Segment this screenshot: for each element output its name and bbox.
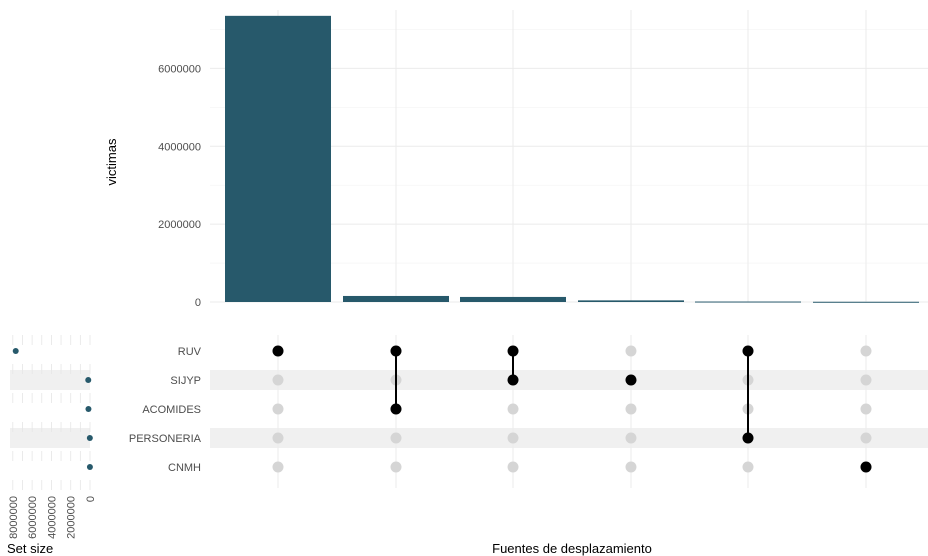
set-size-gridlines — [12, 335, 91, 490]
matrix-dot-inactive — [625, 461, 637, 473]
set-size-tick-labels: 8000000 6000000 4000000 2000000 0 — [8, 496, 97, 539]
set-size-point — [86, 464, 93, 470]
intersection-bars — [225, 15, 919, 303]
set-size-tick-label: 0 — [85, 496, 97, 502]
matrix-dot-active — [507, 345, 519, 357]
matrix-dot-inactive — [272, 403, 284, 415]
set-size-point — [86, 435, 93, 441]
set-label: ACOMIDES — [142, 404, 201, 416]
matrix-dot-inactive — [507, 403, 519, 415]
set-size-stripe — [10, 370, 90, 390]
set-size-point — [85, 406, 92, 412]
matrix-dot-active — [272, 345, 284, 357]
matrix-dot-inactive — [860, 403, 872, 415]
y-axis-title: victimas — [104, 138, 119, 185]
bar — [225, 15, 331, 303]
matrix-dot-inactive — [625, 432, 637, 444]
set-label: CNMH — [168, 462, 201, 474]
y-tick-labels: 0 2000000 4000000 6000000 — [158, 63, 201, 309]
matrix-dot-inactive — [860, 374, 872, 386]
matrix-dot-active — [390, 403, 402, 415]
matrix-dot-inactive — [860, 432, 872, 444]
matrix-dot-inactive — [272, 432, 284, 444]
y-tick-label: 6000000 — [158, 63, 201, 75]
bar — [813, 301, 919, 303]
matrix-dot-inactive — [860, 345, 872, 357]
matrix-dot-active — [742, 432, 754, 444]
bar — [343, 295, 449, 302]
set-label: PERSONERIA — [129, 433, 202, 445]
y-tick-label: 2000000 — [158, 219, 201, 231]
matrix-dot-active — [860, 461, 872, 473]
matrix-dot-inactive — [742, 461, 754, 473]
matrix-dot-inactive — [272, 374, 284, 386]
x-axis-title: Fuentes de desplazamiento — [492, 541, 652, 556]
matrix-dot-inactive — [390, 461, 402, 473]
matrix-stripe — [210, 370, 928, 390]
matrix-dot-active — [507, 374, 519, 386]
matrix-dot-inactive — [507, 461, 519, 473]
matrix-dots — [272, 345, 872, 473]
set-size-tick-label: 6000000 — [27, 496, 39, 539]
matrix-dot-active — [625, 374, 637, 386]
matrix-dot-inactive — [390, 432, 402, 444]
matrix-dot-inactive — [625, 345, 637, 357]
matrix-dot-inactive — [272, 461, 284, 473]
matrix-gridlines — [277, 335, 867, 488]
y-tick-label: 0 — [195, 297, 201, 309]
set-size-point — [12, 348, 19, 354]
matrix-stripe — [210, 428, 928, 448]
set-size-tick-label: 4000000 — [46, 496, 58, 539]
set-size-points — [12, 348, 93, 470]
set-label: RUV — [178, 346, 202, 358]
matrix-dot-active — [742, 345, 754, 357]
set-size-tick-label: 2000000 — [66, 496, 78, 539]
set-size-tick-label: 8000000 — [8, 496, 20, 539]
matrix-dot-inactive — [507, 432, 519, 444]
set-labels: RUV SIJYP ACOMIDES PERSONERIA CNMH — [129, 346, 202, 474]
bar — [578, 300, 684, 302]
y-tick-label: 4000000 — [158, 141, 201, 153]
set-label: SIJYP — [170, 375, 201, 387]
set-size-title: Set size — [7, 541, 53, 556]
bar — [460, 296, 566, 302]
matrix-dot-active — [390, 345, 402, 357]
set-size-point — [85, 377, 92, 383]
bar — [695, 301, 801, 303]
matrix-dot-inactive — [625, 403, 637, 415]
set-size-stripe — [10, 428, 90, 448]
